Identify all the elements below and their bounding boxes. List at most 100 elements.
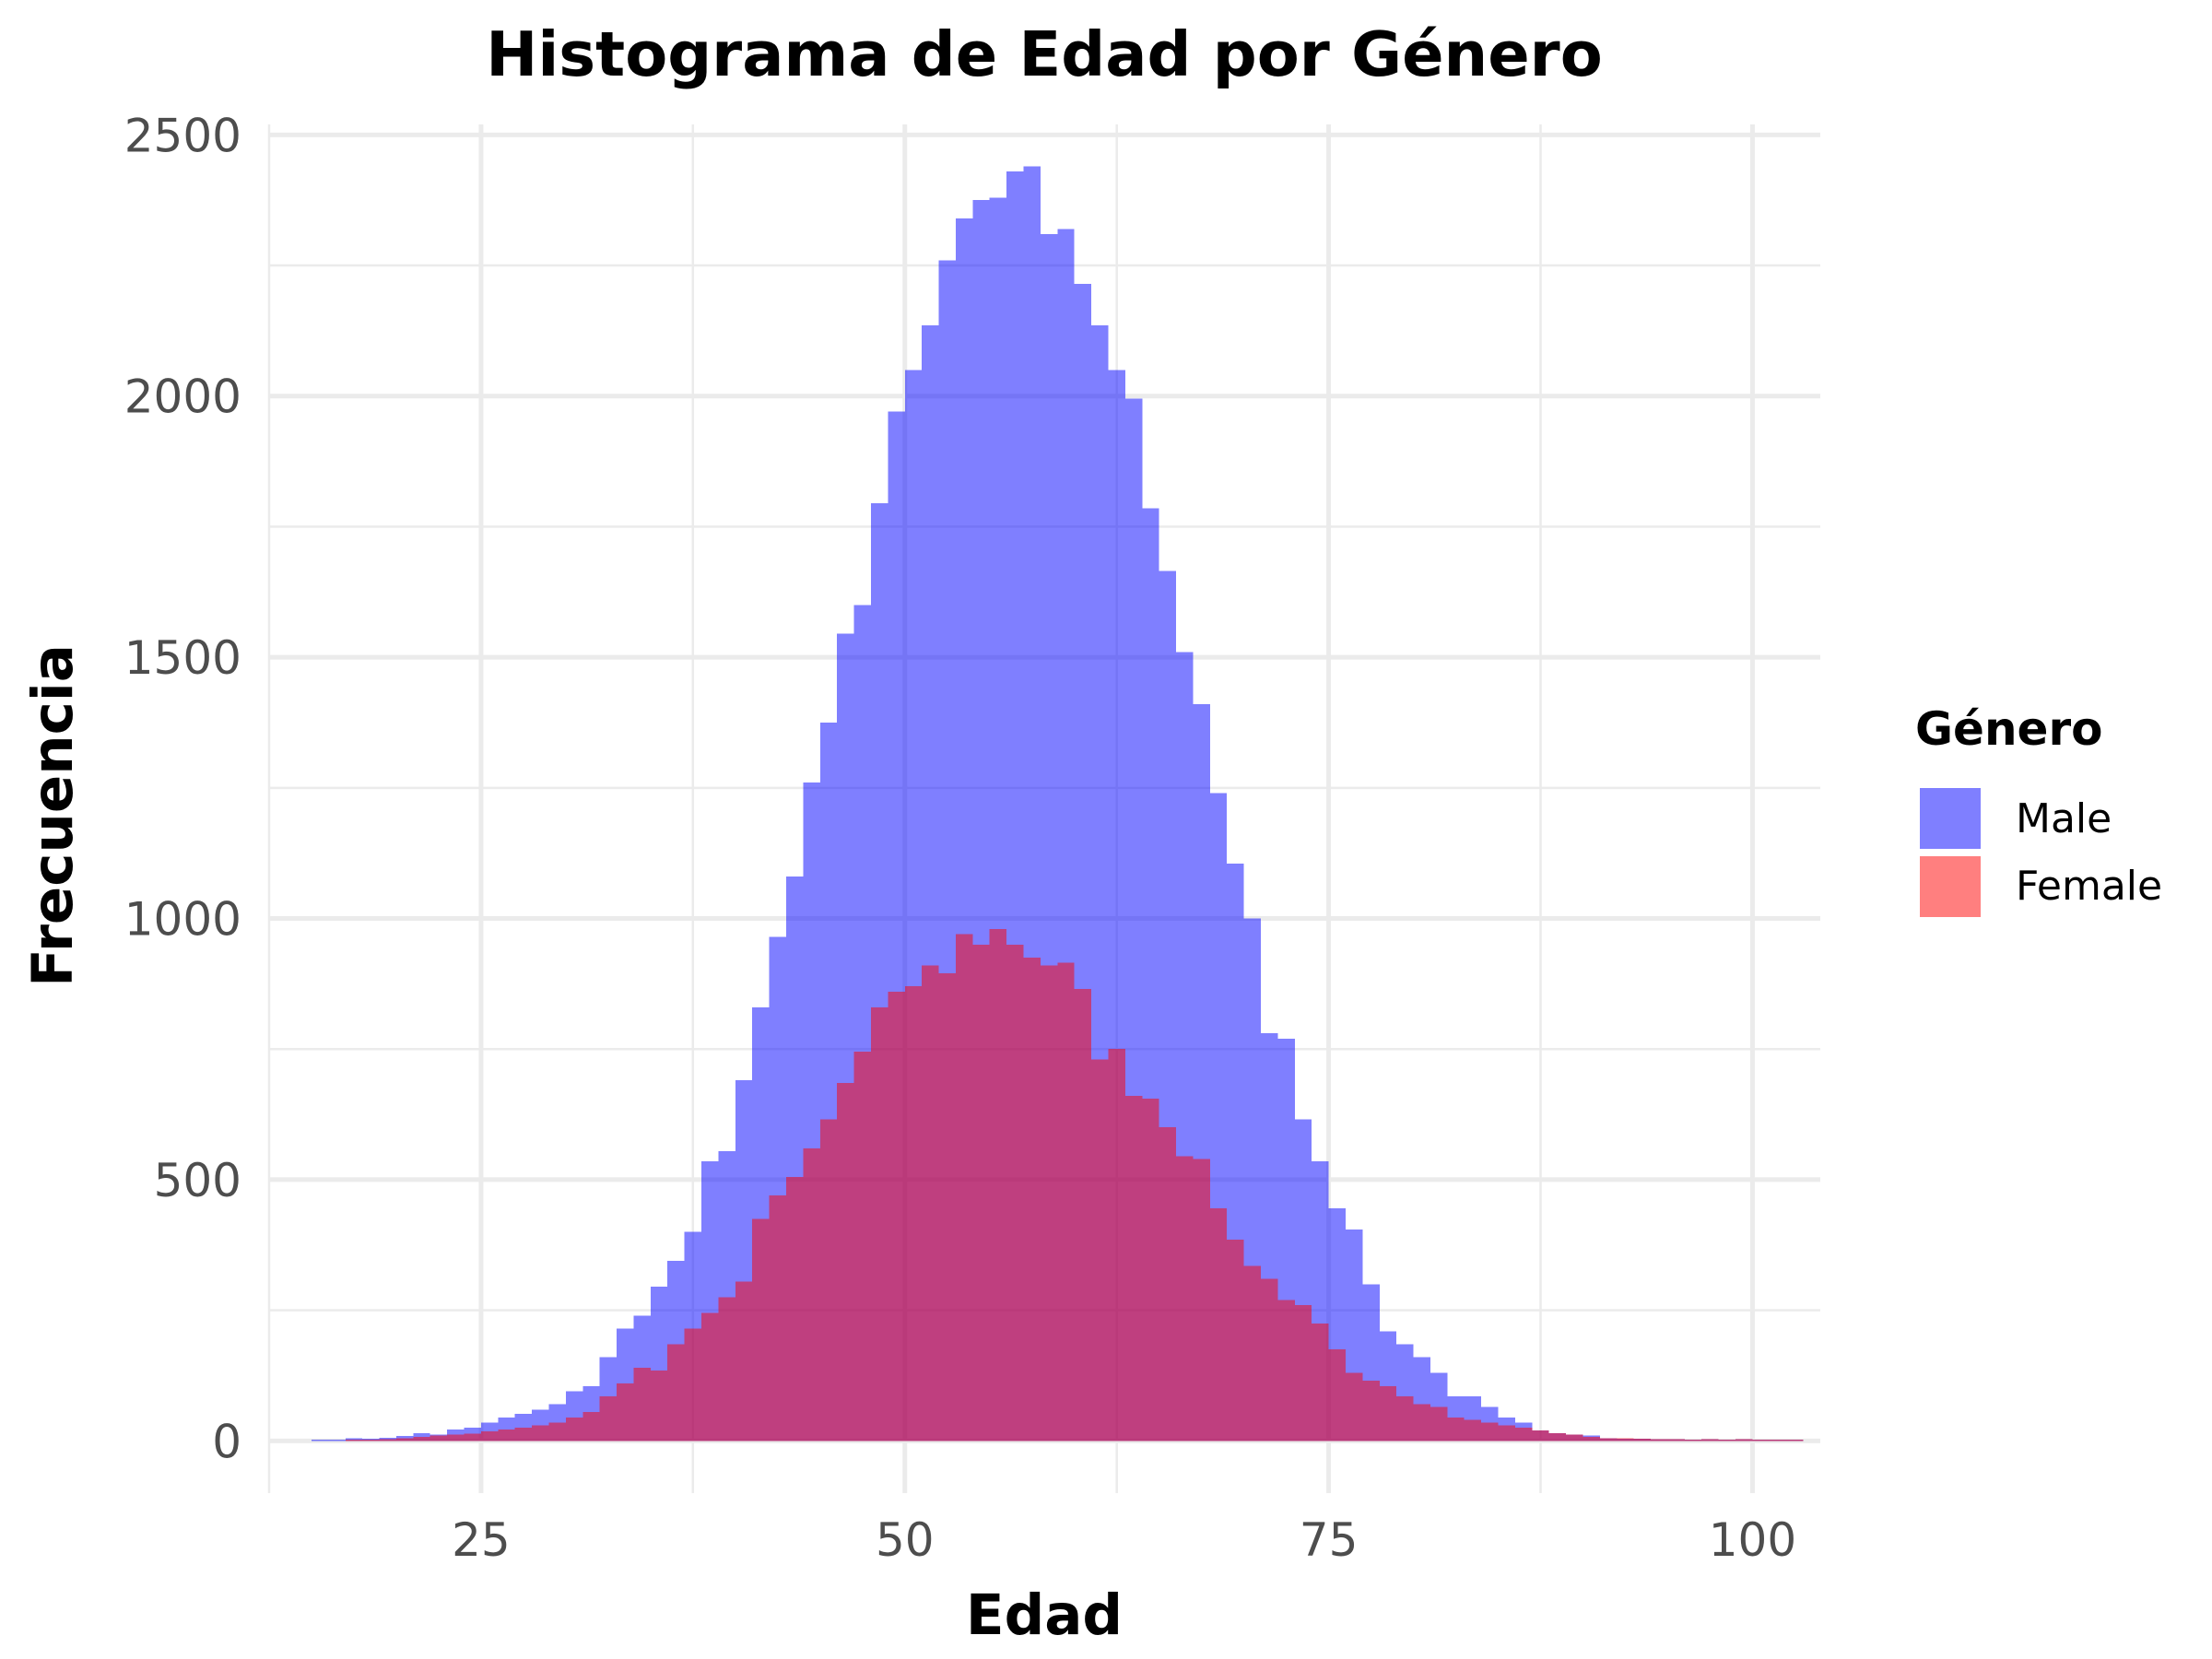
y-axis-title: Frecuencia	[20, 644, 86, 987]
bar-female-4	[379, 1439, 396, 1441]
bar-female-43	[1040, 965, 1058, 1441]
bar-female-60	[1328, 1349, 1346, 1441]
bar-female-35	[904, 986, 923, 1441]
bar-female-36	[922, 965, 939, 1441]
bar-female-31	[837, 1083, 854, 1441]
bar-female-65	[1413, 1404, 1430, 1441]
bar-female-5	[395, 1438, 414, 1441]
bar-female-64	[1396, 1396, 1414, 1441]
bar-female-8	[447, 1434, 465, 1441]
bar-female-50	[1159, 1127, 1177, 1441]
bar-female-33	[870, 1006, 888, 1441]
bar-female-49	[1142, 1099, 1159, 1441]
bar-female-79	[1651, 1439, 1668, 1441]
bar-female-66	[1430, 1406, 1448, 1441]
bar-female-85	[1752, 1440, 1770, 1441]
x-tick-labels: 25 50 75 100	[452, 1513, 1796, 1567]
legend-label-female: Female	[2016, 863, 2162, 910]
y-tick-label-5: 2500	[124, 109, 241, 162]
bar-female-13	[532, 1425, 549, 1441]
bar-female-23	[701, 1312, 719, 1441]
bar-male-0	[311, 1440, 329, 1441]
bar-female-32	[853, 1052, 871, 1441]
bar-female-42	[1023, 958, 1041, 1441]
legend: Género Male Female	[1915, 702, 2162, 917]
bar-female-16	[582, 1412, 600, 1441]
bar-female-86	[1769, 1440, 1787, 1441]
y-tick-label-0: 0	[212, 1415, 241, 1468]
bar-female-15	[565, 1417, 583, 1441]
bar-female-48	[1124, 1096, 1143, 1441]
bar-female-40	[989, 928, 1007, 1441]
bar-female-38	[955, 934, 973, 1441]
x-axis-title: Edad	[966, 1583, 1123, 1648]
bar-female-63	[1379, 1385, 1397, 1441]
legend-swatch-female	[1920, 856, 1981, 917]
bar-female-59	[1312, 1323, 1329, 1441]
bar-female-28	[786, 1177, 804, 1441]
bar-female-20	[650, 1370, 668, 1441]
bar-female-3	[362, 1440, 380, 1441]
bar-female-27	[769, 1194, 786, 1441]
bar-female-54	[1227, 1240, 1244, 1441]
bar-female-75	[1583, 1436, 1600, 1441]
bar-female-14	[548, 1422, 566, 1441]
bar-female-61	[1345, 1372, 1363, 1441]
legend-label-male: Male	[2016, 795, 2112, 842]
bar-female-41	[1006, 944, 1024, 1441]
bar-female-87	[1786, 1440, 1804, 1441]
bar-female-51	[1176, 1156, 1194, 1441]
bar-female-56	[1261, 1278, 1278, 1441]
bar-female-11	[498, 1429, 515, 1441]
bar-female-81	[1684, 1440, 1702, 1441]
bar-female-26	[752, 1218, 770, 1441]
bar-female-17	[599, 1396, 618, 1441]
legend-title: Género	[1915, 702, 2102, 756]
x-tick-label-1: 50	[876, 1513, 935, 1567]
bar-female-29	[803, 1147, 820, 1441]
bar-female-77	[1617, 1438, 1634, 1441]
bar-female-76	[1599, 1438, 1618, 1441]
legend-swatch-male	[1920, 788, 1981, 849]
bar-female-71	[1514, 1428, 1533, 1441]
bar-female-84	[1735, 1439, 1753, 1441]
bar-male-4	[379, 1437, 396, 1441]
bar-female-34	[888, 991, 905, 1441]
bar-female-73	[1548, 1432, 1567, 1441]
bar-female-78	[1633, 1439, 1652, 1441]
bar-female-6	[413, 1436, 430, 1441]
y-tick-labels: 0 500 1000 1500 2000 2500	[124, 109, 241, 1468]
y-tick-label-4: 2000	[124, 371, 241, 424]
bar-female-80	[1667, 1439, 1685, 1441]
bar-female-18	[617, 1382, 634, 1441]
bar-female-58	[1294, 1304, 1312, 1441]
bar-female-24	[718, 1297, 735, 1441]
bar-female-44	[1057, 962, 1075, 1441]
bar-male-2	[345, 1438, 363, 1441]
x-tick-label-0: 25	[452, 1513, 511, 1567]
bar-female-68	[1464, 1419, 1482, 1441]
bar-female-12	[514, 1428, 533, 1441]
bar-female-55	[1243, 1265, 1262, 1441]
bar-female-72	[1532, 1430, 1549, 1441]
bar-female-67	[1447, 1417, 1465, 1441]
y-tick-label-1: 500	[154, 1154, 241, 1207]
x-tick-label-3: 100	[1709, 1513, 1796, 1567]
bar-female-39	[972, 944, 990, 1441]
bar-female-52	[1193, 1159, 1210, 1441]
bar-female-82	[1701, 1439, 1719, 1441]
bar-female-25	[735, 1281, 753, 1441]
y-tick-label-3: 1500	[124, 631, 241, 685]
bar-female-53	[1209, 1208, 1228, 1441]
bar-female-70	[1498, 1425, 1515, 1441]
bar-female-19	[633, 1367, 651, 1441]
y-tick-label-2: 1000	[124, 893, 241, 947]
bar-female-57	[1277, 1300, 1295, 1441]
bar-female-62	[1362, 1381, 1380, 1441]
bar-male-1	[328, 1440, 346, 1441]
chart-title: Histograma de Edad por Género	[486, 18, 1603, 90]
bar-female-74	[1566, 1434, 1583, 1441]
x-tick-label-2: 75	[1300, 1513, 1359, 1567]
bar-female-9	[464, 1433, 481, 1441]
